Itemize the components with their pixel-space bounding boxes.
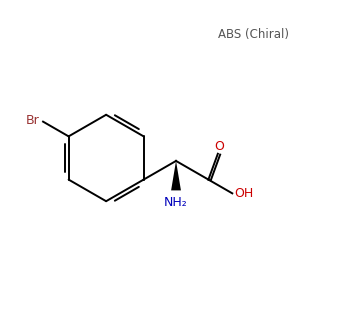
Text: ABS (Chiral): ABS (Chiral) — [218, 28, 289, 41]
Polygon shape — [171, 161, 181, 190]
Text: OH: OH — [234, 187, 254, 200]
Text: NH₂: NH₂ — [164, 196, 188, 209]
Text: O: O — [214, 140, 224, 153]
Text: Br: Br — [25, 114, 39, 127]
